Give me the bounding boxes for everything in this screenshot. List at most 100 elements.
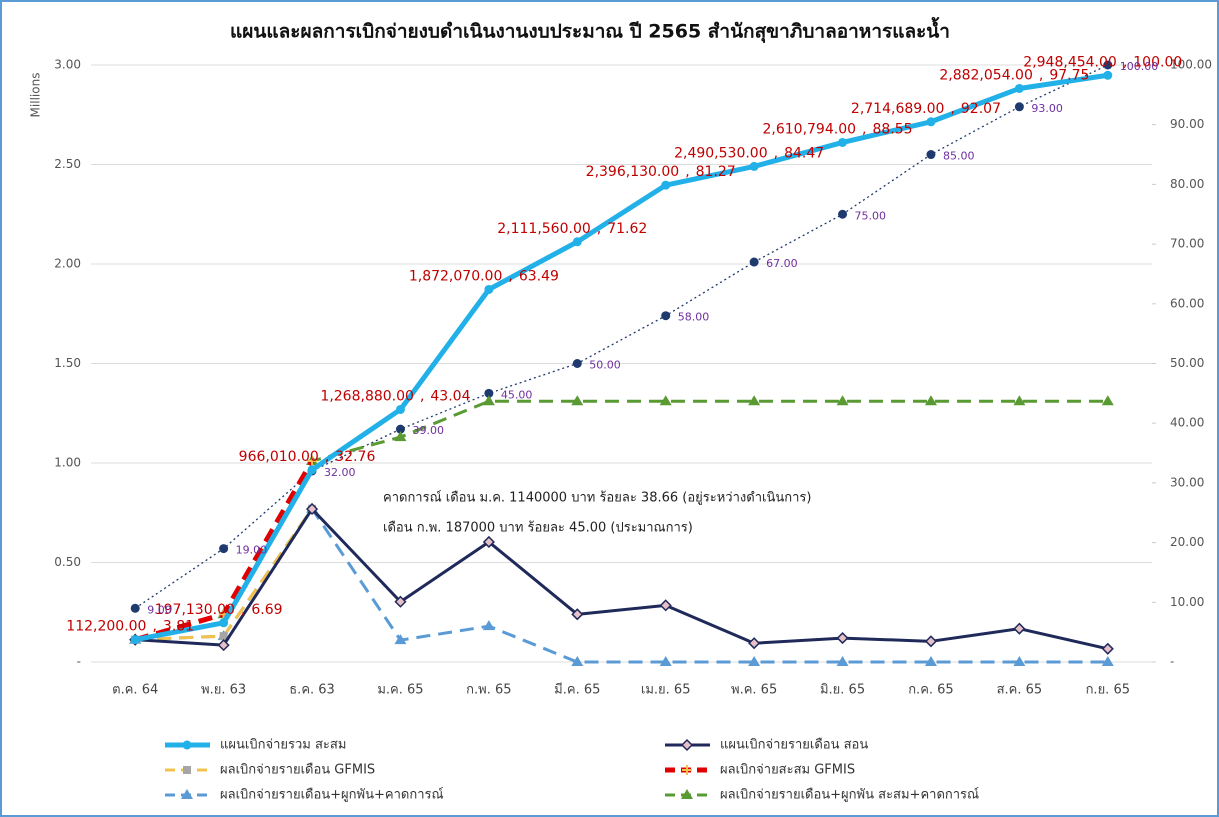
y-tick-label: 3.00	[54, 58, 81, 72]
data-label-separator: ,	[325, 449, 329, 465]
marker	[395, 404, 405, 414]
data-label: 197,130.00, 6.69	[155, 602, 283, 618]
marker	[572, 359, 582, 368]
y2-tick-label: 60.00	[1170, 296, 1204, 310]
marker	[836, 395, 849, 406]
data-label-percent: 84.47	[784, 145, 824, 161]
data-label: 19.00	[236, 544, 268, 557]
legend-item: แผนเบิกจ่ายรายเดือน สอน	[665, 737, 868, 753]
legend-item: แผนเบิกจ่ายรวม สะสม	[165, 738, 346, 753]
marker	[482, 620, 495, 631]
marker	[182, 740, 192, 750]
y2-tick-label: 20.00	[1170, 535, 1204, 549]
data-label-separator: ,	[152, 619, 156, 635]
data-label: 58.00	[678, 311, 710, 324]
marker	[482, 535, 495, 549]
x-tick-label: ก.ย. 65	[1086, 683, 1130, 698]
y-tick-label: 1.50	[54, 356, 81, 370]
data-label: 1,872,070.00, 63.49	[409, 268, 559, 284]
data-label: 100.00	[1120, 60, 1159, 73]
legend-label: ผลเบิกจ่ายรายเดือน GFMIS	[220, 762, 375, 778]
data-label-separator: ,	[597, 221, 601, 237]
data-label-amount: 1,268,880.00	[320, 388, 414, 404]
y2-tick-label: 80.00	[1170, 177, 1204, 191]
y-tick-label: 2.00	[54, 257, 81, 271]
marker	[217, 639, 230, 652]
marker	[749, 161, 759, 171]
legend-label: ผลเบิกจ่ายรายเดือน+ผูกพัน สะสม+คาดการณ์	[720, 787, 979, 803]
data-label-percent: 92.07	[961, 101, 1001, 117]
data-label-amount: 2,610,794.00	[763, 121, 857, 137]
y-axis-label: Millions	[29, 73, 43, 118]
data-label: 112,200.00, 3.81	[66, 619, 194, 635]
data-label: 85.00	[943, 150, 975, 163]
data-label-amount: 2,948,454.00	[1023, 54, 1117, 70]
data-label: 2,948,454.00, 100.00	[1023, 54, 1182, 70]
data-label: 93.00	[1031, 102, 1063, 115]
data-label-separator: ,	[685, 164, 689, 180]
marker	[307, 465, 317, 475]
marker	[681, 789, 693, 799]
marker	[924, 656, 937, 666]
y-tick-label: -	[77, 655, 81, 669]
series-line	[134, 72, 1109, 643]
series-line	[135, 507, 1108, 664]
marker	[572, 237, 582, 247]
legend-label: แผนเบิกจ่ายรวม สะสม	[220, 738, 346, 753]
data-label-amount: 2,714,689.00	[851, 101, 945, 117]
data-label-percent: 6.69	[251, 602, 282, 618]
data-label: 45.00	[501, 388, 533, 401]
y2-tick-label: -	[1170, 655, 1174, 669]
marker	[571, 395, 584, 406]
y-tick-label: 0.50	[54, 555, 81, 569]
y-tick-label: 1.00	[54, 456, 81, 470]
data-label-amount: 966,010.00	[239, 449, 319, 465]
x-tick-label: ส.ค. 65	[997, 683, 1043, 698]
marker	[183, 766, 191, 774]
legend-label: ผลเบิกจ่ายรายเดือน+ผูกพัน+คาดการณ์	[220, 787, 444, 803]
marker	[395, 424, 405, 434]
annotation: เดือน ก.พ. 187000 บาท ร้อยละ 45.00 (ประม…	[383, 520, 693, 536]
marker	[748, 395, 761, 406]
y2-tick-label: 10.00	[1170, 595, 1204, 609]
marker	[659, 395, 672, 406]
data-label: 2,490,530.00, 84.47	[674, 145, 824, 161]
data-label-percent: 81.27	[696, 164, 736, 180]
x-tick-label: ก.พ. 65	[466, 683, 511, 698]
x-tick-label: พ.ค. 65	[731, 683, 777, 698]
marker	[836, 632, 849, 645]
data-label-percent: 63.49	[519, 268, 559, 284]
legend-item: ผลเบิกจ่ายรายเดือน GFMIS	[165, 762, 375, 778]
marker	[659, 599, 672, 612]
data-label-amount: 2,396,130.00	[586, 164, 680, 180]
series-line	[134, 399, 1108, 642]
data-label: 2,610,794.00, 88.55	[763, 121, 913, 137]
data-label-percent: 97.75	[1049, 67, 1089, 83]
y2-tick-label: 50.00	[1170, 356, 1204, 370]
marker	[305, 502, 319, 516]
marker	[484, 388, 494, 398]
marker	[680, 738, 694, 752]
marker	[924, 635, 938, 648]
marker	[394, 634, 407, 645]
marker	[394, 431, 407, 442]
data-label: 2,396,130.00, 81.27	[586, 164, 736, 180]
legend-item: ผลเบิกจ่ายรายเดือน+ผูกพัน+คาดการณ์	[165, 787, 444, 803]
x-tick-label: ก.ค. 65	[908, 683, 954, 698]
data-label-percent: 43.04	[430, 388, 470, 404]
data-label-separator: ,	[241, 602, 245, 618]
legend-label: แผนเบิกจ่ายรายเดือน สอน	[720, 737, 868, 753]
data-label-percent: 71.62	[607, 221, 647, 237]
marker	[661, 311, 671, 321]
data-label-amount: 1,872,070.00	[409, 268, 503, 284]
marker	[1013, 656, 1026, 666]
marker	[1103, 60, 1113, 70]
y2-tick-label: 40.00	[1170, 416, 1204, 430]
marker	[749, 257, 759, 267]
marker	[571, 656, 584, 666]
data-label-separator: ,	[1039, 67, 1043, 83]
data-label-separator: ,	[508, 268, 512, 284]
data-label-amount: 2,882,054.00	[939, 67, 1033, 83]
